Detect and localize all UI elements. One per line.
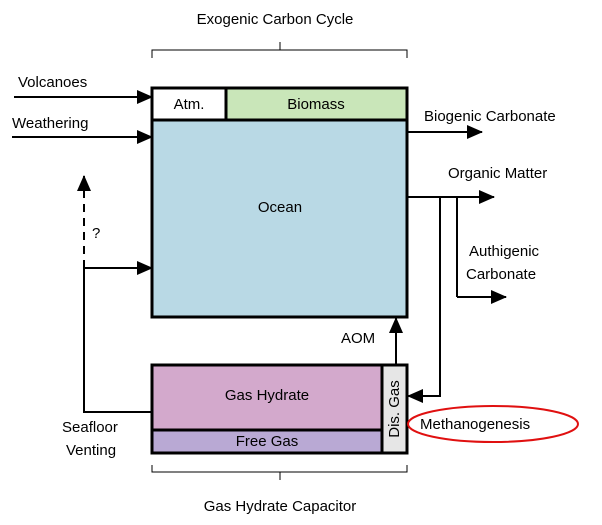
methanogenesis-branch bbox=[410, 197, 441, 397]
bottom-label: Gas Hydrate Capacitor bbox=[204, 498, 357, 515]
gas-hydrate-label: Gas Hydrate bbox=[225, 387, 309, 404]
authigenic-label-2: Carbonate bbox=[466, 266, 536, 283]
aom-label: AOM bbox=[341, 330, 375, 347]
ocean-label: Ocean bbox=[258, 199, 302, 216]
seafloor-label: Seafloor bbox=[62, 419, 118, 436]
dis-gas-label: Dis. Gas bbox=[386, 380, 403, 438]
ocean-box bbox=[150, 86, 409, 319]
dis-gas-box bbox=[380, 363, 409, 455]
atm-label: Atm. bbox=[174, 96, 205, 113]
biomass-label: Biomass bbox=[287, 96, 345, 113]
authigenic-label-1: Authigenic bbox=[469, 243, 540, 260]
organic-matter-label: Organic Matter bbox=[448, 165, 547, 182]
top-label: Exogenic Carbon Cycle bbox=[197, 11, 354, 28]
venting-line bbox=[83, 268, 152, 413]
bottom-bracket bbox=[151, 465, 408, 480]
methanogenesis-label: Methanogenesis bbox=[420, 416, 530, 433]
biomass-box bbox=[224, 86, 409, 122]
top-bracket bbox=[151, 42, 408, 58]
volcanoes-label: Volcanoes bbox=[18, 74, 87, 91]
atm-box bbox=[150, 86, 228, 122]
biogenic-carbonate-label: Biogenic Carbonate bbox=[424, 108, 556, 125]
weathering-label: Weathering bbox=[12, 115, 88, 132]
unknown-label: ? bbox=[92, 225, 100, 242]
free-gas-label: Free Gas bbox=[236, 433, 299, 450]
highlight-ellipse bbox=[407, 405, 579, 443]
venting-label: Venting bbox=[66, 442, 116, 459]
